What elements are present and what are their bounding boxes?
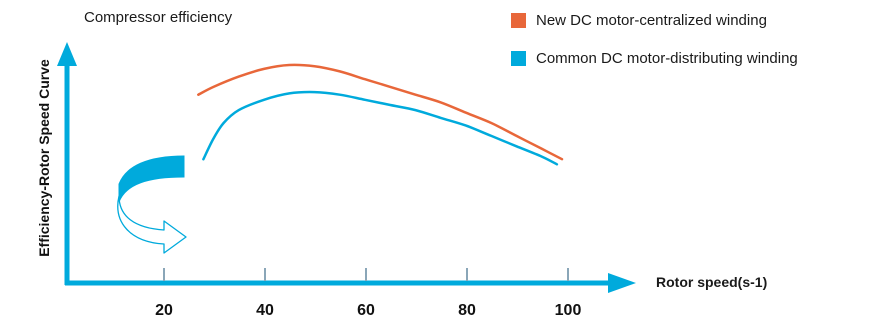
x-axis-label: Rotor speed(s-1) (656, 274, 768, 290)
legend-label-common-dc: Common DC motor-distributing winding (536, 50, 798, 67)
x-tick-label-60: 60 (357, 302, 375, 319)
x-axis-arrowhead (608, 273, 636, 293)
x-tick-label-20: 20 (155, 302, 173, 319)
legend-label-new-dc: New DC motor-centralized winding (536, 12, 767, 29)
y-axis-arrowhead (57, 42, 77, 66)
series-line-common-dc (202, 90, 559, 166)
x-ticks: 20 40 60 80 100 (155, 268, 581, 319)
axes (57, 42, 636, 293)
series-layer (197, 63, 564, 166)
x-tick-label-100: 100 (555, 302, 582, 319)
legend-swatch-new-dc (511, 13, 526, 28)
legend-item-common-dc: Common DC motor-distributing winding (511, 50, 798, 67)
series-line-new-dc (197, 63, 564, 161)
chart-title: Compressor efficiency (84, 9, 233, 26)
y-axis-label: Efficiency-Rotor Speed Curve (36, 59, 52, 257)
legend-item-new-dc: New DC motor-centralized winding (511, 12, 767, 29)
x-tick-label-80: 80 (458, 302, 476, 319)
rotation-arrow-icon (117, 155, 187, 254)
x-tick-label-40: 40 (256, 302, 274, 319)
legend-swatch-common-dc (511, 51, 526, 66)
